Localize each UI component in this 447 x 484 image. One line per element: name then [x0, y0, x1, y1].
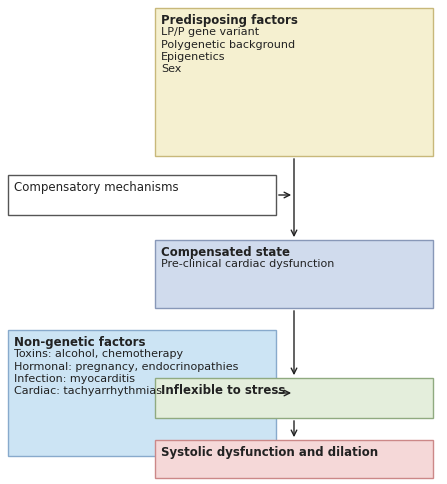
Text: LP/P gene variant: LP/P gene variant — [161, 27, 259, 37]
Bar — [155, 440, 433, 478]
Text: Infection: myocarditis: Infection: myocarditis — [14, 374, 135, 384]
Text: Hormonal: pregnancy, endocrinopathies: Hormonal: pregnancy, endocrinopathies — [14, 362, 238, 372]
Bar — [8, 175, 276, 215]
Text: Cardiac: tachyarrhythmias: Cardiac: tachyarrhythmias — [14, 386, 162, 396]
Bar — [155, 240, 433, 308]
Text: Compensatory mechanisms: Compensatory mechanisms — [14, 181, 179, 194]
Text: Inflexible to stress: Inflexible to stress — [161, 384, 285, 397]
Text: Non-genetic factors: Non-genetic factors — [14, 336, 146, 349]
Text: Polygenetic background: Polygenetic background — [161, 40, 295, 49]
Text: Pre-clinical cardiac dysfunction: Pre-clinical cardiac dysfunction — [161, 259, 334, 269]
Text: Sex: Sex — [161, 64, 181, 75]
Bar — [8, 330, 276, 456]
Bar — [155, 8, 433, 156]
Text: Systolic dysfunction and dilation: Systolic dysfunction and dilation — [161, 446, 378, 459]
Text: Epigenetics: Epigenetics — [161, 52, 225, 62]
Text: Toxins: alcohol, chemotherapy: Toxins: alcohol, chemotherapy — [14, 349, 183, 359]
Text: Predisposing factors: Predisposing factors — [161, 14, 298, 27]
Text: Compensated state: Compensated state — [161, 246, 290, 259]
Bar — [155, 378, 433, 418]
